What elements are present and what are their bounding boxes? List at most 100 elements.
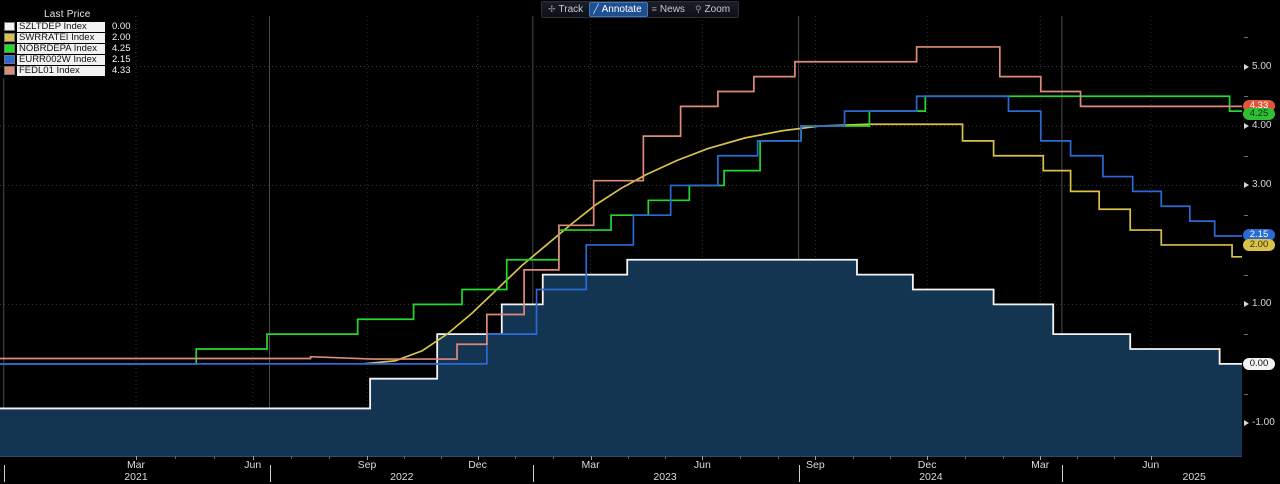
- legend-series-name: FEDL01 Index: [17, 65, 105, 76]
- time-axis-month-label: Sep: [357, 459, 377, 471]
- toolbar-item-track[interactable]: ✢ Track: [544, 3, 589, 16]
- series-line-fedl01[interactable]: [0, 46, 1242, 360]
- time-axis-month-label: Dec: [468, 459, 487, 471]
- time-axis-year-label: 2021: [124, 471, 148, 483]
- chart-plot-area[interactable]: [0, 16, 1242, 456]
- magnifier-icon: ⚲: [694, 4, 702, 14]
- legend-color-swatch: [4, 22, 15, 31]
- time-axis-minor-tick: [328, 456, 330, 459]
- series-group: [0, 46, 1242, 456]
- time-axis-year-label: 2022: [390, 471, 414, 483]
- time-axis-minor-tick: [627, 456, 629, 459]
- series-line-nobrdepa[interactable]: [0, 95, 1242, 365]
- series-line-eurr002w[interactable]: [0, 95, 1242, 365]
- time-axis-month-label: Mar: [581, 459, 600, 471]
- price-badge[interactable]: 2.15: [1243, 229, 1275, 242]
- time-axis-tick: [135, 456, 137, 460]
- series-area-szltdep: [0, 259, 1242, 456]
- time-axis-minor-tick: [174, 456, 176, 459]
- axis-minor-tick: [1244, 274, 1248, 276]
- axis-tick-arrow: [1244, 63, 1249, 70]
- time-axis-year-label: 2023: [653, 471, 677, 483]
- time-axis-year-separator: [798, 465, 800, 482]
- time-axis-tick: [477, 456, 479, 460]
- price-badge[interactable]: 4.25: [1243, 107, 1275, 120]
- time-axis-minor-tick: [964, 456, 966, 459]
- chart-toolbar[interactable]: ✢ Track ╱ Annotate ≡ News ⚲ Zoom: [541, 1, 740, 18]
- time-axis-month-label: Jun: [1142, 459, 1160, 471]
- legend-title: Last Price: [44, 9, 91, 20]
- time-axis-tick: [1150, 456, 1152, 460]
- crosshair-icon: ✢: [548, 4, 556, 14]
- time-axis-tick: [702, 456, 704, 460]
- time-axis-tick: [815, 456, 817, 460]
- time-axis-year-label: 2025: [1182, 471, 1206, 483]
- time-axis-minor-tick: [213, 456, 215, 459]
- toolbar-item-news[interactable]: ≡ News: [648, 3, 691, 16]
- chart-svg: [0, 16, 1242, 456]
- legend-series-value: 4.25: [112, 42, 131, 54]
- toolbar-item-label: News: [659, 4, 685, 15]
- legend-row[interactable]: EURR002W Index 2.15: [4, 54, 131, 65]
- time-axis-minor-tick: [777, 456, 779, 459]
- axis-minor-tick: [1244, 155, 1248, 157]
- legend-series-name: SWRRATEI Index: [17, 32, 105, 43]
- legend-series-name: EURR002W Index: [17, 54, 105, 65]
- time-axis-year-label: 2024: [919, 471, 943, 483]
- legend-color-swatch: [4, 55, 15, 64]
- legend-panel: Last Price SZLTDEP Index 0.00 SWRRATEI Ind…: [2, 8, 133, 78]
- time-axis-tick: [367, 456, 368, 460]
- legend-series-value: 2.00: [112, 31, 131, 43]
- time-axis-minor-tick: [403, 456, 405, 459]
- legend-row[interactable]: FEDL01 Index 4.33: [4, 65, 131, 76]
- legend-series-value: 0.00: [112, 20, 131, 32]
- legend-color-swatch: [4, 44, 15, 53]
- legend-row[interactable]: NOBRDEPA Index 4.25: [4, 43, 131, 54]
- legend-row[interactable]: SWRRATEI Index 2.00: [4, 32, 131, 43]
- legend-row[interactable]: SZLTDEP Index 0.00: [4, 21, 131, 32]
- legend-color-swatch: [4, 66, 15, 75]
- time-axis-minor-tick: [440, 456, 442, 459]
- axis-minor-tick: [1244, 393, 1248, 395]
- axis-tick-label: 5.00: [1252, 60, 1272, 72]
- toolbar-item-zoom[interactable]: ⚲ Zoom: [691, 3, 736, 16]
- axis-tick-arrow: [1244, 301, 1249, 308]
- axis-minor-tick: [1244, 215, 1248, 217]
- time-axis-month-label: Sep: [806, 459, 825, 471]
- axis-tick-arrow: [1244, 420, 1249, 427]
- axis-minor-tick: [1244, 36, 1248, 38]
- time-axis-minor-tick: [665, 456, 667, 459]
- toolbar-item-annotate[interactable]: ╱ Annotate: [589, 2, 648, 17]
- news-icon: ≡: [651, 4, 657, 14]
- axis-tick-label: 1.00: [1252, 298, 1272, 310]
- time-axis-month-label: Mar: [1031, 459, 1050, 471]
- legend-series-name: SZLTDEP Index: [17, 21, 105, 32]
- toolbar-item-label: Zoom: [704, 4, 731, 15]
- time-axis-year-separator: [269, 465, 271, 482]
- toolbar-item-label: Track: [558, 4, 584, 15]
- time-axis-minor-tick: [889, 456, 891, 459]
- time-axis-minor-tick: [1113, 456, 1115, 459]
- time-axis-tick: [252, 456, 254, 460]
- time-axis-month-label: Jun: [244, 459, 262, 471]
- pencil-icon: ╱: [593, 4, 599, 14]
- time-axis-month-label: Mar: [126, 459, 146, 471]
- time-axis-month-label: Jun: [693, 459, 711, 471]
- legend-series-value: 4.33: [112, 64, 131, 76]
- time-axis-tick: [590, 456, 592, 460]
- time-axis-minor-tick: [852, 456, 854, 459]
- toolbar-item-label: Annotate: [601, 4, 642, 15]
- price-badge[interactable]: 0.00: [1243, 357, 1275, 370]
- series-line-swrratei[interactable]: [362, 123, 1242, 365]
- time-axis-tick: [1040, 456, 1042, 460]
- time-axis-minor-tick: [740, 456, 742, 459]
- axis-minor-tick: [1244, 96, 1248, 98]
- time-axis-year-separator: [532, 465, 534, 482]
- price-badge[interactable]: 2.00: [1243, 238, 1275, 251]
- legend-series-name: NOBRDEPA Index: [17, 43, 105, 54]
- legend-series-value: 2.15: [112, 53, 131, 65]
- time-axis-minor-tick: [515, 456, 517, 459]
- axis-tick-label: 4.00: [1252, 120, 1272, 131]
- right-price-axis: 5.004.003.001.000.00-1.004.334.252.152.0…: [1242, 16, 1280, 456]
